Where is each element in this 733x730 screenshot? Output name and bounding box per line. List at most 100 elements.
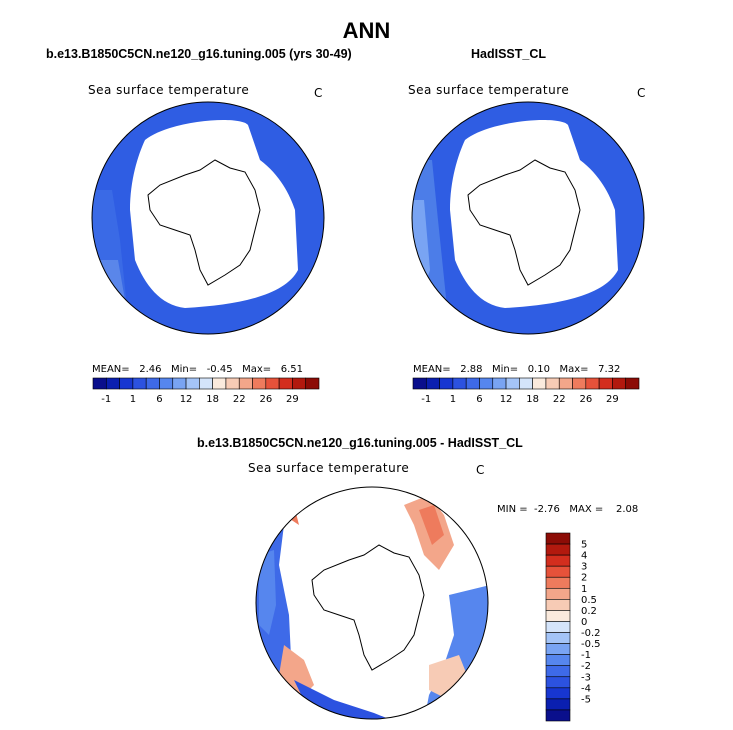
diff-max: 2.08 [616, 504, 639, 515]
panel-1-colorbar-tick-label: -1 [101, 394, 111, 405]
diff-colorbar-swatch [545, 687, 571, 700]
panel-2-colorbar-swatch [492, 377, 507, 390]
diff-colorbar-tick-label: 3 [581, 562, 587, 573]
diff-colorbar-tick-label: 2 [581, 573, 587, 584]
panel-2-colorbar-swatch [585, 377, 600, 390]
panel-1-colorbar-swatch [265, 377, 280, 390]
diff-panel-map [255, 486, 489, 720]
panel-1-colorbar-tick-label: 26 [259, 394, 272, 405]
diff-colorbar-tick-label: 0.2 [581, 606, 597, 617]
panel-2-colorbar-tick-label: 18 [526, 394, 539, 405]
panel-2-colorbar-swatch [465, 377, 480, 390]
diff-panel-field-label: Sea surface temperature [248, 461, 410, 475]
panel-1-colorbar-swatch [212, 377, 227, 390]
diff-colorbar-swatch [545, 587, 571, 600]
diff-colorbar-swatch [545, 599, 571, 611]
panel-2-min: 0.10 [527, 364, 550, 375]
diff-colorbar-tick-label: -3 [581, 672, 591, 683]
diff-colorbar-tick-label: -5 [581, 694, 591, 705]
panel-2-colorbar-tick-label: 29 [606, 394, 619, 405]
diff-min: -2.76 [533, 504, 560, 515]
panel-1-colorbar-tick-label: 18 [206, 394, 219, 405]
panel-1-units: C [314, 86, 323, 100]
diff-colorbar-swatch [545, 621, 571, 633]
panel-2-colorbar-tick-label: 22 [553, 394, 566, 405]
panel-1-colorbar-swatch [92, 377, 107, 390]
panel-2-field-label: Sea surface temperature [408, 83, 570, 97]
panel-2-map [411, 101, 645, 335]
panel-2-colorbar-tick-label: 1 [450, 394, 456, 405]
panel-1-mean: 2.46 [139, 364, 162, 375]
diff-colorbar-swatch [545, 565, 571, 578]
panel-2-max-label: Max= [559, 364, 589, 375]
diff-panel-title: b.e13.B1850C5CN.ne120_g16.tuning.005 - H… [197, 436, 523, 450]
panel-1-mean-label: MEAN= [92, 364, 130, 375]
panel-2-colorbar-swatch [505, 377, 520, 390]
diff-colorbar-swatch [545, 665, 571, 678]
panel-1-field-label: Sea surface temperature [88, 83, 250, 97]
diff-colorbar-tick-label: 1 [581, 584, 587, 595]
panel-2-colorbar-swatch [412, 377, 427, 390]
panel-1-colorbar-swatch [132, 377, 147, 390]
panel-2-colorbar-swatch [612, 377, 627, 390]
diff-max-label: MAX = [569, 504, 604, 515]
diff-colorbar-swatch [545, 532, 571, 545]
panel-2-max: 7.32 [598, 364, 621, 375]
panel-2-colorbar-swatch [452, 377, 467, 390]
panel-1-colorbar-tick-label: 1 [130, 394, 136, 405]
diff-panel-units: C [476, 463, 485, 477]
panel-1-colorbar-tick-label: 12 [180, 394, 193, 405]
diff-colorbar-tick-label: 0.5 [581, 595, 597, 606]
panel-1-colorbar-tick-label: 29 [286, 394, 299, 405]
panel-2-colorbar-swatch [572, 377, 587, 390]
panel-2-colorbar-swatch [625, 377, 640, 390]
panel-2-colorbar-swatch [598, 377, 613, 390]
panel-1-colorbar-swatch [292, 377, 307, 390]
figure-title: ANN [342, 18, 391, 43]
diff-colorbar-tick-label: -4 [581, 683, 591, 694]
panel-1-max-label: Max= [242, 364, 272, 375]
panel-1-colorbar-swatch [238, 377, 253, 390]
panel-2-colorbar-swatch [545, 377, 560, 390]
panel-1-colorbar-swatch [278, 377, 293, 390]
panel-2-colorbar: -1 1 6 12 18 22 26 29 [412, 377, 640, 405]
diff-colorbar-swatch [545, 709, 571, 722]
panel-1-colorbar-swatch [105, 377, 120, 390]
panel-1-min: -0.45 [206, 364, 233, 375]
panel-1-colorbar-swatch [252, 377, 267, 390]
panel-1-min-label: Min= [171, 364, 198, 375]
panel-2-colorbar-swatch [479, 377, 494, 390]
panel-1-colorbar-swatch [185, 377, 200, 390]
panel-2-stats: MEAN= 2.88 Min= 0.10 Max= 7.32 [413, 364, 620, 375]
diff-colorbar-swatch [545, 554, 571, 567]
panel-1-colorbar-swatch [159, 377, 174, 390]
panel-1-colorbar-swatch [172, 377, 187, 390]
panel-1-stats: MEAN= 2.46 Min= -0.45 Max= 6.51 [92, 364, 303, 375]
diff-colorbar-swatch [545, 576, 571, 589]
diff-colorbar-tick-label: 0 [581, 617, 587, 628]
panel-2-colorbar-swatch [532, 377, 547, 390]
diff-colorbar-tick-label: -0.2 [581, 628, 601, 639]
panel-2-colorbar-tick-label: 26 [579, 394, 592, 405]
panel-2-mean-label: MEAN= [413, 364, 451, 375]
panel-1-max: 6.51 [280, 364, 303, 375]
panel-2-min-label: Min= [492, 364, 519, 375]
panel-1-colorbar-swatch [305, 377, 320, 390]
panel-2-units: C [637, 86, 646, 100]
diff-colorbar-tick-label: -2 [581, 661, 591, 672]
diff-colorbar-tick-label: 5 [581, 540, 587, 551]
panel-1-colorbar-swatch [119, 377, 134, 390]
diff-colorbar-swatch [545, 654, 571, 667]
diff-colorbar-tick-label: 4 [581, 551, 587, 562]
panel-1-map [91, 101, 325, 335]
panel-1-title: b.e13.B1850C5CN.ne120_g16.tuning.005 (yr… [46, 47, 352, 61]
panel-1-colorbar-swatch [225, 377, 240, 390]
panel-1-colorbar: -1 1 6 12 18 22 26 29 [92, 377, 320, 405]
diff-colorbar-swatch [545, 632, 571, 644]
panel-1-colorbar-swatch [145, 377, 160, 390]
panel-2-colorbar-tick-label: -1 [421, 394, 431, 405]
diff-colorbar-tick-label: -0.5 [581, 639, 601, 650]
diff-min-label: MIN = [497, 504, 528, 515]
panel-2-colorbar-swatch [439, 377, 454, 390]
panel-2-mean: 2.88 [460, 364, 483, 375]
